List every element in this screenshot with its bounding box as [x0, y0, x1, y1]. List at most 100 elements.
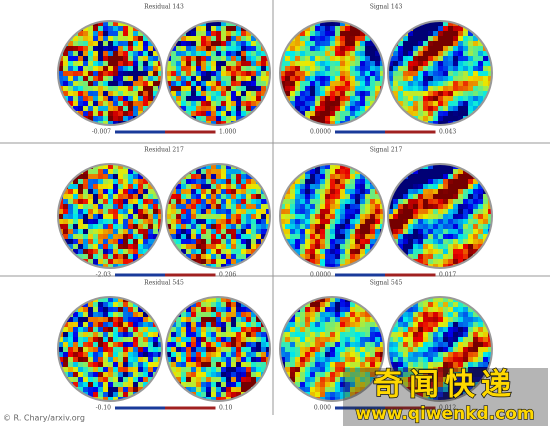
map-cell: [443, 169, 448, 174]
map-cell: [68, 239, 73, 244]
map-cell: [478, 66, 483, 71]
map-cell: [468, 101, 473, 106]
map-cell: [310, 234, 315, 239]
map-cell: [196, 362, 201, 367]
map-cell: [433, 66, 438, 71]
map-cell: [365, 312, 370, 317]
map-cell: [355, 86, 360, 91]
map-cell: [310, 199, 315, 204]
map-cell: [408, 56, 413, 61]
map-cell: [350, 209, 355, 214]
map-cell: [73, 224, 78, 229]
map-cell: [226, 86, 231, 91]
map-cell: [345, 26, 350, 31]
map-cell: [143, 357, 148, 362]
colorbar-cell: [145, 406, 151, 410]
map-cell: [128, 76, 133, 81]
map-cell: [143, 229, 148, 234]
colorbar-cell: [420, 406, 426, 410]
map-cell: [118, 184, 123, 189]
map-cell: [231, 91, 236, 96]
map-cell: [300, 214, 305, 219]
map-cell: [108, 184, 113, 189]
map-cell: [305, 387, 310, 392]
map-cell: [360, 327, 365, 332]
colorbar-cell: [425, 130, 431, 134]
map-cell: [211, 322, 216, 327]
map-cell: [398, 367, 403, 372]
map-cell: [423, 194, 428, 199]
map-cell: [113, 382, 118, 387]
map-cell: [216, 41, 221, 46]
map-cell: [285, 357, 290, 362]
colorbar-cell: [210, 273, 216, 277]
map-cell: [201, 372, 206, 377]
map-cell: [413, 51, 418, 56]
map-cell: [191, 184, 196, 189]
map-cell: [201, 189, 206, 194]
map-cell: [196, 332, 201, 337]
panel-title: Residual 143: [144, 4, 184, 11]
map-cell: [478, 204, 483, 209]
map-cell: [221, 56, 226, 61]
map-cell: [231, 106, 236, 111]
map-cell: [438, 224, 443, 229]
map-cell: [98, 322, 103, 327]
map-cell: [418, 31, 423, 36]
map-cell: [88, 101, 93, 106]
scale-max: 0.012: [439, 405, 456, 412]
map-cell: [231, 327, 236, 332]
map-cell: [83, 26, 88, 31]
map-cell: [453, 229, 458, 234]
map-cell: [138, 204, 143, 209]
map-cell: [236, 244, 241, 249]
map-cell: [68, 199, 73, 204]
map-cell: [295, 377, 300, 382]
map-cell: [458, 382, 463, 387]
map-cell: [123, 199, 128, 204]
map-cell: [206, 382, 211, 387]
map-cell: [483, 86, 488, 91]
map-cell: [458, 337, 463, 342]
map-cell: [418, 106, 423, 111]
map-cell: [370, 377, 375, 382]
map-cell: [78, 312, 83, 317]
map-cell: [360, 244, 365, 249]
map-cell: [320, 106, 325, 111]
map-cell: [211, 164, 216, 169]
map-cell: [335, 317, 340, 322]
map-cell: [340, 91, 345, 96]
map-cell: [355, 101, 360, 106]
map-cell: [305, 189, 310, 194]
map-cell: [83, 174, 88, 179]
map-cell: [468, 174, 473, 179]
map-cell: [221, 342, 226, 347]
map-cell: [241, 184, 246, 189]
map-cell: [315, 327, 320, 332]
map-cell: [78, 229, 83, 234]
map-cell: [325, 96, 330, 101]
map-cell: [186, 337, 191, 342]
map-cell: [453, 392, 458, 397]
map-cell: [325, 174, 330, 179]
map-cell: [226, 214, 231, 219]
map-cell: [78, 179, 83, 184]
colorbar-cell: [380, 406, 386, 410]
map-cell: [133, 307, 138, 312]
map-cell: [375, 76, 380, 81]
map-cell: [196, 26, 201, 31]
map-cell: [393, 91, 398, 96]
map-cell: [443, 382, 448, 387]
map-cell: [325, 51, 330, 56]
map-cell: [335, 189, 340, 194]
map-cell: [196, 209, 201, 214]
map-cell: [221, 322, 226, 327]
map-cell: [345, 317, 350, 322]
map-cell: [251, 96, 256, 101]
colorbar-cell: [370, 130, 376, 134]
map-cell: [246, 46, 251, 51]
map-cell: [370, 219, 375, 224]
map-cell: [413, 254, 418, 259]
map-cell: [463, 342, 468, 347]
map-cell: [133, 387, 138, 392]
